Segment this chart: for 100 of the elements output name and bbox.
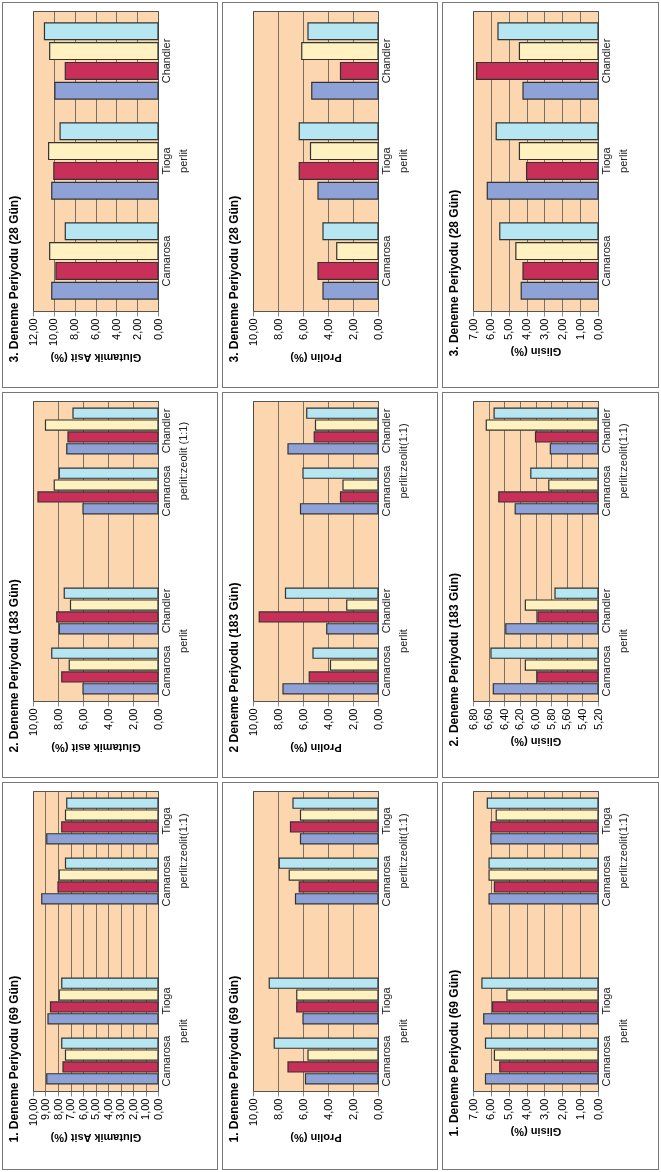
x-tick-label: 4,00: [101, 708, 114, 730]
x-tick-label: 9,00: [39, 1098, 51, 1120]
bar: [522, 261, 599, 280]
bar: [54, 81, 159, 100]
x-tick-label: 0,00: [151, 708, 164, 730]
x-tick-label: 6,80: [466, 708, 479, 730]
bar: [317, 261, 379, 280]
x-axis-title: Prolin (%): [290, 352, 342, 365]
y-tick-label: Tioga: [379, 146, 392, 175]
bar: [298, 122, 379, 141]
x-tick-label: 0,00: [371, 318, 384, 340]
x-tick-label: 0,00: [591, 318, 604, 340]
text: 2. Deneme Periyodu (183 Gün): [447, 573, 461, 747]
bar: [339, 61, 379, 80]
y-tick-label: Chandler: [599, 408, 612, 454]
bar: [55, 261, 159, 280]
text: 3. Deneme Periyodu (28 Gün): [447, 189, 461, 357]
x-tick-label: 10,00: [246, 1098, 259, 1127]
x-tick-label: 6,20: [513, 708, 526, 730]
y-tick-label: Chandler: [159, 38, 172, 84]
x-tick-label: 6,00: [89, 318, 101, 340]
text: perlit: [617, 149, 629, 173]
bar: [322, 222, 379, 241]
x-tick-label: 5,00: [89, 1098, 101, 1120]
x-tick-label: 6,00: [296, 708, 309, 730]
x-axis-title: Glisin (%): [510, 735, 562, 748]
x-tick-label: 3,00: [114, 1098, 126, 1120]
y-tick-label: Chandler: [379, 408, 392, 454]
x-tick-label: 4,00: [109, 318, 122, 340]
bar: [298, 161, 379, 180]
y-tick-label: Camarosa: [599, 234, 612, 287]
x-tick-label: 2,00: [130, 318, 143, 340]
x-tick-label: 0,00: [151, 1098, 164, 1120]
bar: [64, 222, 159, 241]
bar: [51, 181, 159, 200]
x-tick-label: 2,00: [346, 1098, 359, 1120]
y-tick-label: Camarosa: [379, 1034, 392, 1087]
y-tick-label: Camarosa: [159, 854, 172, 907]
x-tick-label: 1,00: [573, 318, 586, 340]
x-tick-label: 2,00: [555, 318, 568, 340]
x-tick-label: 5,60: [560, 708, 573, 730]
y-tick-label: Tioga: [379, 986, 392, 1015]
x-tick-label: 8,00: [271, 708, 284, 730]
x-tick-label: 10,00: [246, 708, 259, 737]
text: 3. Deneme Periyodu (28 Gün): [227, 195, 241, 363]
bar: [48, 142, 159, 161]
bar: [336, 242, 379, 261]
bar: [497, 22, 599, 41]
x-tick-label: 0,00: [371, 1098, 384, 1120]
bar: [59, 122, 159, 141]
y-tick-label: Camarosa: [159, 1034, 172, 1087]
bar: [486, 181, 599, 200]
x-tick-label: 4,00: [321, 1098, 334, 1120]
y-tick-label: Camarosa: [379, 234, 392, 287]
bar: [495, 122, 599, 141]
x-tick-label: 10,00: [246, 318, 259, 347]
bar: [475, 61, 599, 80]
bar: [64, 61, 159, 80]
bar: [520, 281, 599, 300]
x-tick-label: 4,00: [321, 708, 334, 730]
y-tick-label: Chandler: [159, 408, 172, 454]
x-tick-label: 8,00: [271, 318, 284, 340]
text: perlit: [397, 149, 409, 173]
text: 3. Deneme Periyodu (28 Gün): [7, 195, 21, 363]
bar: [522, 81, 599, 100]
y-tick-label: Camarosa: [159, 234, 172, 287]
x-tick-label: 10,00: [26, 708, 39, 737]
x-axis-title: Glutamik Asit (%): [50, 352, 142, 365]
x-tick-label: 8,00: [271, 1098, 284, 1120]
y-tick-label: Camarosa: [599, 854, 612, 907]
x-tick-label: 4,00: [520, 1098, 533, 1120]
x-tick-label: 4,00: [520, 318, 533, 340]
x-tick-label: 2,00: [346, 708, 359, 730]
x-tick-label: 1,00: [139, 1098, 151, 1120]
x-tick-label: 6,00: [484, 1098, 497, 1120]
text: 2. Deneme Periyodu (183 Gün): [7, 579, 21, 753]
text: perlit: [617, 1019, 629, 1043]
x-tick-label: 6,40: [497, 708, 510, 730]
text: 2 Deneme Periyodu (183 Gün): [227, 582, 241, 753]
x-tick-label: 6,00: [296, 318, 309, 340]
y-tick-label: Tioga: [599, 806, 612, 835]
x-tick-label: 1,00: [573, 1098, 586, 1120]
x-tick-label: 5,40: [575, 708, 588, 730]
x-tick-label: 0,00: [151, 318, 164, 340]
bar: [525, 161, 599, 180]
bar: [317, 181, 379, 200]
x-tick-label: 0,00: [371, 708, 384, 730]
y-tick-label: Tioga: [159, 146, 172, 175]
y-tick-label: Camarosa: [379, 464, 392, 517]
x-tick-label: 7,00: [64, 1098, 76, 1120]
bar: [518, 142, 599, 161]
x-tick-label: 5,80: [544, 708, 557, 730]
text: perlit: [617, 629, 629, 653]
x-tick-label: 10,00: [26, 1098, 39, 1127]
bar: [43, 22, 159, 41]
bar: [499, 222, 599, 241]
text: perlit:zeolit (1:1): [177, 421, 189, 501]
text: 1. Deneme Periyodu (69 Gün): [7, 975, 21, 1143]
text: perlit: [177, 629, 189, 653]
bar: [49, 42, 159, 61]
